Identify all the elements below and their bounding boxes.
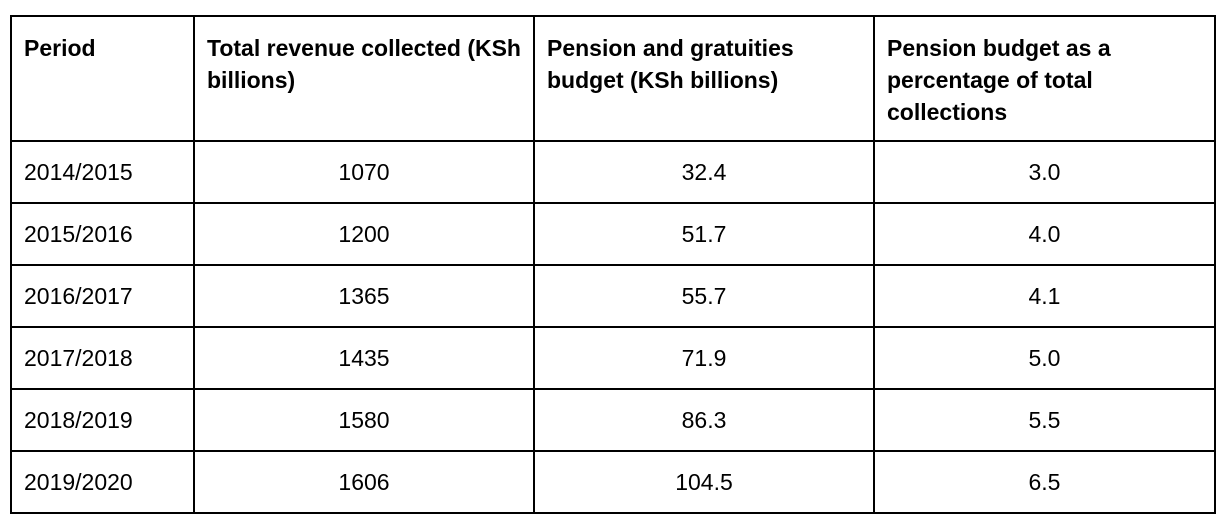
cell-total-revenue: 1580 xyxy=(193,388,535,452)
cell-period: 2019/2020 xyxy=(10,450,195,514)
cell-total-revenue: 1070 xyxy=(193,140,535,204)
table-body: 2014/2015 1070 32.4 3.0 2015/2016 1200 5… xyxy=(10,140,1216,514)
table-row: 2017/2018 1435 71.9 5.0 xyxy=(10,326,1216,390)
cell-pension-percentage: 4.0 xyxy=(873,202,1216,266)
cell-total-revenue: 1365 xyxy=(193,264,535,328)
header-total-revenue: Total revenue collected (KSh billions) xyxy=(193,15,535,142)
pension-revenue-table: Period Total revenue collected (KSh bill… xyxy=(10,15,1216,514)
cell-pension-budget: 71.9 xyxy=(533,326,875,390)
cell-period: 2016/2017 xyxy=(10,264,195,328)
cell-pension-budget: 51.7 xyxy=(533,202,875,266)
cell-pension-budget: 86.3 xyxy=(533,388,875,452)
cell-pension-budget: 55.7 xyxy=(533,264,875,328)
cell-total-revenue: 1606 xyxy=(193,450,535,514)
cell-pension-percentage: 3.0 xyxy=(873,140,1216,204)
cell-pension-percentage: 5.0 xyxy=(873,326,1216,390)
cell-pension-budget: 32.4 xyxy=(533,140,875,204)
table-row: 2015/2016 1200 51.7 4.0 xyxy=(10,202,1216,266)
cell-pension-percentage: 4.1 xyxy=(873,264,1216,328)
table-row: 2014/2015 1070 32.4 3.0 xyxy=(10,140,1216,204)
table-row: 2019/2020 1606 104.5 6.5 xyxy=(10,450,1216,514)
cell-period: 2014/2015 xyxy=(10,140,195,204)
header-row: Period Total revenue collected (KSh bill… xyxy=(10,15,1216,142)
cell-total-revenue: 1435 xyxy=(193,326,535,390)
header-period: Period xyxy=(10,15,195,142)
cell-total-revenue: 1200 xyxy=(193,202,535,266)
table-row: 2016/2017 1365 55.7 4.1 xyxy=(10,264,1216,328)
cell-pension-budget: 104.5 xyxy=(533,450,875,514)
cell-pension-percentage: 6.5 xyxy=(873,450,1216,514)
cell-period: 2017/2018 xyxy=(10,326,195,390)
header-pension-percentage: Pension budget as a percentage of total … xyxy=(873,15,1216,142)
table-header: Period Total revenue collected (KSh bill… xyxy=(10,15,1216,142)
cell-period: 2015/2016 xyxy=(10,202,195,266)
cell-pension-percentage: 5.5 xyxy=(873,388,1216,452)
cell-period: 2018/2019 xyxy=(10,388,195,452)
table-row: 2018/2019 1580 86.3 5.5 xyxy=(10,388,1216,452)
header-pension-budget: Pension and gratuities budget (KSh billi… xyxy=(533,15,875,142)
